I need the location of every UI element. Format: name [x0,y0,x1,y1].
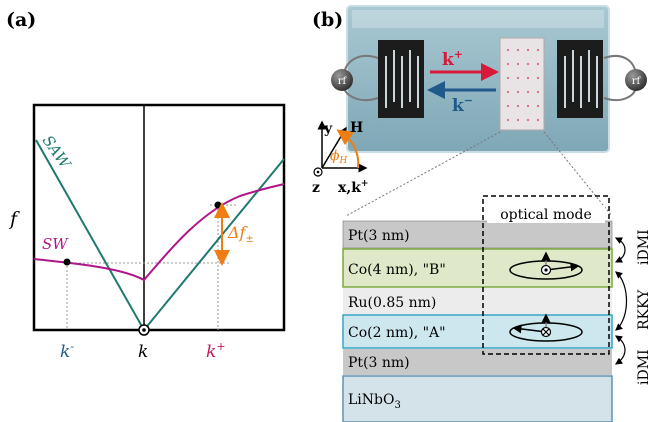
panel-b-label: (b) [312,9,343,31]
rf-port-left [331,69,353,91]
layer-co-a [342,314,613,349]
delta-f-label: Δf± [227,223,254,245]
phi-label: ϕH [330,148,348,166]
axis-h-label: H [350,120,363,136]
interaction-arrows [614,237,627,365]
axis-z-label: z [312,180,320,196]
layer-ru-label: Ru(0.85 nm) [348,295,436,311]
side-label-idmi-bottom: iDMI [636,349,652,385]
rf-label-right: rf [632,76,642,87]
tick-k-minus: k- [60,340,74,362]
panel-b: (b) rf rf [312,5,652,422]
axis-y-label: y [323,121,333,137]
k-plus-label: k+ [442,48,463,70]
tick-k: k [138,342,148,362]
layer-linbo3-label: LiNbO3 [348,392,401,411]
layer-co-b-label: Co(4 nm), "B" [348,262,446,278]
rf-label-left: rf [338,76,348,87]
layer-co-a-label: Co(2 nm), "A" [348,325,446,341]
y-axis-label: f [8,208,20,230]
idt-left [378,40,424,118]
layer-stack: Pt(3 nm) Co(4 nm), "B" Ru(0.85 nm) Co(2 … [342,220,613,422]
magnetic-film [499,37,545,131]
panel-a-label: (a) [6,9,36,31]
layer-pt-bottom-label: Pt(3 nm) [348,355,410,371]
side-label-rkky: RKKY [636,289,652,330]
optical-mode-box [482,195,610,355]
plot-frame [32,103,286,332]
layer-pt-bottom [343,349,612,375]
coordinate-axes: y H ϕH z x,k+ [312,120,368,196]
sw-label: SW [42,235,69,253]
layer-linbo3 [342,375,613,422]
layer-pt-top-label: Pt(3 nm) [348,228,410,244]
intersection-point-right [214,201,222,209]
optical-mode-label: optical mode [500,207,592,223]
precession-b [509,251,583,280]
idt-right [557,40,603,118]
tick-k-plus: k+ [206,340,226,362]
rf-port-right [625,69,647,91]
panel-a: (a) Δf± SAW SW f k- [6,9,286,362]
k-minus-label: k− [452,94,473,116]
intersection-point-left [63,258,71,266]
layer-ru [343,288,612,315]
dotted-guides [66,204,238,330]
layer-pt-top [342,220,613,249]
precession-a [509,313,583,342]
axis-x-label: x,k+ [338,179,368,196]
side-label-idmi-top: iDMI [636,229,652,265]
sw-curve [33,183,285,282]
